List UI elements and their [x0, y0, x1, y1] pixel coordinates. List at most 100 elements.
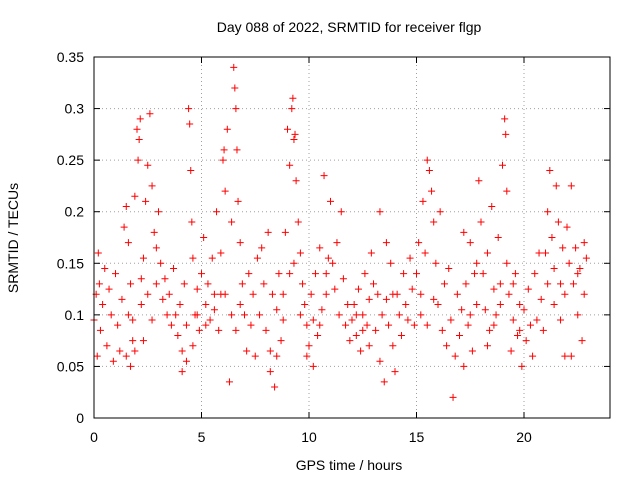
data-point — [296, 249, 304, 257]
data-point — [520, 306, 528, 314]
data-point — [363, 321, 371, 329]
data-point — [204, 280, 212, 288]
data-point — [421, 249, 429, 257]
data-point — [236, 301, 244, 309]
data-point — [253, 254, 261, 262]
data-point — [535, 249, 543, 257]
data-point — [258, 244, 266, 252]
data-point — [516, 326, 524, 334]
data-point — [133, 125, 141, 133]
data-point — [122, 352, 130, 360]
data-point — [346, 337, 354, 345]
data-point — [279, 290, 287, 298]
data-point — [524, 285, 532, 293]
data-point — [445, 264, 453, 272]
data-point — [449, 393, 457, 401]
data-point — [289, 94, 297, 102]
data-point — [458, 306, 466, 314]
data-point — [195, 326, 203, 334]
data-point — [288, 105, 296, 113]
data-point — [301, 301, 309, 309]
data-point — [565, 259, 573, 267]
data-point — [537, 295, 545, 303]
data-point — [567, 182, 575, 190]
data-point — [277, 337, 285, 345]
data-point — [333, 239, 341, 247]
data-point — [561, 290, 569, 298]
data-point — [339, 275, 347, 283]
data-point — [557, 316, 565, 324]
data-point — [410, 321, 418, 329]
data-point — [241, 311, 248, 319]
data-point — [178, 347, 186, 355]
data-point — [264, 228, 272, 236]
data-point — [268, 290, 276, 298]
data-point — [131, 347, 139, 355]
data-points — [90, 63, 590, 401]
data-point — [213, 208, 221, 216]
data-point — [210, 290, 218, 298]
data-point — [359, 326, 367, 334]
data-point — [202, 321, 210, 329]
data-point — [231, 84, 239, 92]
data-point — [453, 290, 461, 298]
data-point — [419, 197, 427, 205]
data-point — [432, 259, 440, 267]
data-point — [503, 187, 511, 195]
data-point — [460, 362, 468, 370]
data-point — [284, 125, 291, 133]
data-point — [357, 347, 365, 355]
data-point — [430, 295, 438, 303]
data-point — [496, 280, 504, 288]
data-point — [331, 285, 339, 293]
data-point — [466, 239, 474, 247]
data-point — [395, 311, 403, 319]
data-point — [135, 136, 143, 144]
data-point — [232, 326, 240, 334]
data-point — [352, 311, 360, 319]
data-point — [490, 321, 498, 329]
data-point — [372, 326, 380, 334]
data-point — [200, 234, 208, 241]
data-point — [550, 264, 558, 272]
data-point — [262, 326, 270, 334]
data-point — [159, 295, 167, 303]
data-point — [580, 239, 588, 247]
data-point — [318, 306, 326, 314]
data-point — [481, 306, 489, 314]
data-point — [311, 270, 319, 278]
data-point — [365, 342, 373, 350]
x-tick-label: 15 — [409, 429, 425, 445]
data-point — [552, 182, 560, 190]
data-point — [217, 249, 225, 257]
data-point — [376, 208, 384, 216]
data-point — [247, 321, 255, 329]
data-point — [516, 301, 524, 309]
data-point — [202, 301, 210, 309]
data-point — [303, 352, 311, 360]
y-tick-label: 0.1 — [65, 307, 85, 323]
x-tick-label: 10 — [301, 429, 317, 445]
data-point — [286, 270, 294, 278]
data-point — [103, 342, 111, 350]
data-point — [155, 208, 162, 216]
data-point — [438, 326, 446, 334]
data-point — [180, 280, 188, 288]
data-point — [428, 187, 436, 195]
data-point — [408, 285, 416, 293]
data-point — [290, 136, 298, 144]
data-point — [187, 166, 195, 174]
axis-ticks: 0 0.05 0.1 0.15 0.2 0.25 0.3 0.35 0 5 10 15 20 — [57, 49, 610, 445]
chart-title: Day 088 of 2022, SRMTID for receiver flg… — [217, 19, 482, 35]
data-point — [316, 244, 324, 252]
data-point — [468, 347, 476, 355]
data-point — [492, 311, 500, 319]
data-point — [221, 187, 229, 195]
data-point — [188, 218, 196, 226]
data-point — [466, 311, 474, 319]
data-point — [134, 156, 142, 164]
data-point — [292, 177, 300, 185]
data-point — [291, 130, 299, 138]
data-point — [206, 316, 214, 324]
data-point — [167, 321, 175, 329]
